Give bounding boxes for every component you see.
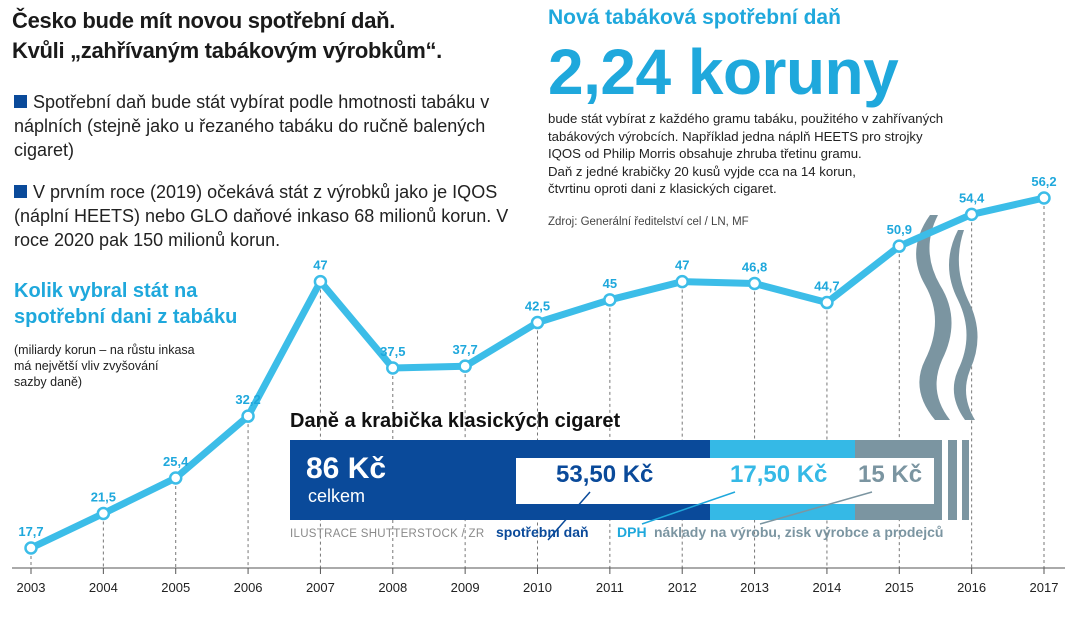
total-value: 86 Kč: [306, 452, 387, 485]
costs-label: náklady na výrobu, zisk výrobce a prodej…: [654, 524, 944, 540]
desc-line: Daň z jedné krabičky 20 kusů vyjde cca n…: [548, 163, 856, 179]
x-tick-label-2014: 2014: [812, 580, 841, 595]
x-tick-label-2015: 2015: [885, 580, 914, 595]
source-note: Zdroj: Generální ředitelství cel / LN, M…: [548, 216, 749, 228]
data-point-2010: [530, 315, 545, 330]
leader-line: [547, 491, 591, 541]
costs-value: 15 Kč: [858, 461, 923, 488]
x-tick-label-2016: 2016: [957, 580, 986, 595]
data-point-2006: [241, 409, 255, 423]
total-label: celkem: [308, 486, 366, 506]
value-label-2011: 45: [603, 276, 617, 291]
x-tick-label-2005: 2005: [161, 580, 190, 595]
new-tax-heading: Nová tabáková spotřební daň: [548, 6, 841, 29]
x-tick-label-2013: 2013: [740, 580, 769, 595]
chart-marks: 17,7 2003 21,5 2004 25,4 2005 32,2 2006 47 2007 37…: [17, 174, 1059, 595]
value-label-2016: 54,4: [959, 190, 985, 205]
data-point-2016: [964, 207, 979, 222]
headline: Česko bude mít novou spotřební daň. Kvůl…: [12, 6, 442, 66]
desc-line: IQOS od Philip Morris obsahuje zhruba tř…: [548, 146, 862, 161]
x-tick-label-2012: 2012: [668, 580, 697, 595]
cigarette-box-bar: [290, 440, 969, 541]
leader-line: [759, 491, 873, 525]
bullet-1: Spotřební daň bude stát vybírat podle hm…: [14, 90, 534, 162]
data-point-2014: [820, 295, 834, 310]
data-point-2005: [168, 471, 183, 485]
data-point-2007: [313, 274, 328, 289]
value-label-2008: 37,5: [380, 344, 405, 359]
x-tick-label-2011: 2011: [596, 580, 624, 595]
excise-tax-value: 53,50 Kč: [556, 461, 654, 488]
desc-line: tabákových výrobcích. Například jedna ná…: [548, 128, 923, 144]
desc-line: čtvrtinu oproti dani z klasických cigare…: [548, 181, 777, 196]
new-tax-amount: 2,24 koruny: [548, 36, 899, 108]
data-point-2009: [458, 359, 472, 373]
x-tick-label-2017: 2017: [1030, 580, 1059, 595]
bullet-1-text: Spotřební daň bude stát vybírat podle hm…: [14, 92, 490, 160]
chart-note: (miliardy korun – na růstu inkasa má nej…: [14, 342, 254, 390]
bullet-2-text: V prvním roce (2019) očekává stát z výro…: [14, 182, 509, 250]
x-tick-label-2006: 2006: [234, 580, 263, 595]
value-label-2017: 56,2: [1031, 174, 1056, 189]
desc-line: bude stát vybírat z každého gramu tabáku…: [548, 111, 944, 126]
data-point-2003: [24, 541, 38, 555]
value-label-2009: 37,7: [452, 342, 477, 357]
value-label-2006: 32,2: [235, 392, 260, 407]
new-tax-description: bude stát vybírat z každého gramu tabáku…: [548, 110, 1018, 198]
x-tick-label-2009: 2009: [451, 580, 480, 595]
headline-line2: Kvůli „zahřívaným tabákovým výrobkům“.: [12, 38, 442, 63]
illustration-credit: ILUSTRACE SHUTTERSTOCK / ZR: [290, 528, 485, 540]
x-tick-label-2003: 2003: [17, 580, 46, 595]
chart-title: Kolik vybral stát na spotřební dani z ta…: [14, 278, 274, 330]
data-point-2008: [386, 361, 400, 375]
value-label-2012: 47: [675, 258, 689, 273]
note-line: (miliardy korun – na růstu inkasa: [14, 343, 195, 357]
value-label-2015: 50,9: [887, 222, 912, 237]
value-label-2004: 21,5: [91, 489, 116, 504]
bullet-square-icon: [14, 185, 27, 198]
headline-line1: Česko bude mít novou spotřební daň.: [12, 8, 396, 33]
chart-gridlines: [30, 206, 1045, 568]
cigarette-box-title: Daně a krabička klasických cigaret: [290, 410, 621, 432]
leader-line: [641, 491, 736, 525]
data-point-2015: [892, 239, 907, 253]
data-point-2013: [747, 276, 762, 291]
box-stripe: [948, 440, 957, 520]
x-tick-label-2008: 2008: [378, 580, 407, 595]
data-point-2012: [675, 274, 689, 289]
value-label-2010: 42,5: [525, 299, 550, 314]
smoke-illustration: [916, 215, 978, 420]
bullet-2: V prvním roce (2019) očekává stát z výro…: [14, 180, 534, 252]
value-label-2013: 46,8: [742, 259, 767, 274]
x-tick-label-2007: 2007: [306, 580, 335, 595]
box-stripe: [962, 440, 969, 520]
bullet-square-icon: [14, 95, 27, 108]
value-label-2005: 25,4: [163, 454, 189, 469]
value-label-2003: 17,7: [18, 524, 43, 539]
data-point-2004: [96, 506, 111, 521]
note-line: má největší vliv zvyšování: [14, 359, 159, 373]
chart-title-line1: Kolik vybral stát na: [14, 280, 198, 302]
value-label-2007: 47: [313, 258, 327, 273]
chart-title-line2: spotřební dani z tabáku: [14, 306, 238, 328]
x-tick-label-2010: 2010: [523, 580, 552, 595]
vat-label: DPH: [617, 524, 647, 540]
excise-tax-label: spotřební daň: [496, 524, 589, 540]
note-line: sazby daně): [14, 375, 83, 389]
x-tick-label-2004: 2004: [89, 580, 118, 595]
vat-value: 17,50 Kč: [730, 461, 828, 488]
data-point-2011: [603, 293, 617, 307]
value-label-2014: 44,7: [814, 279, 839, 294]
data-point-2017: [1037, 191, 1051, 205]
